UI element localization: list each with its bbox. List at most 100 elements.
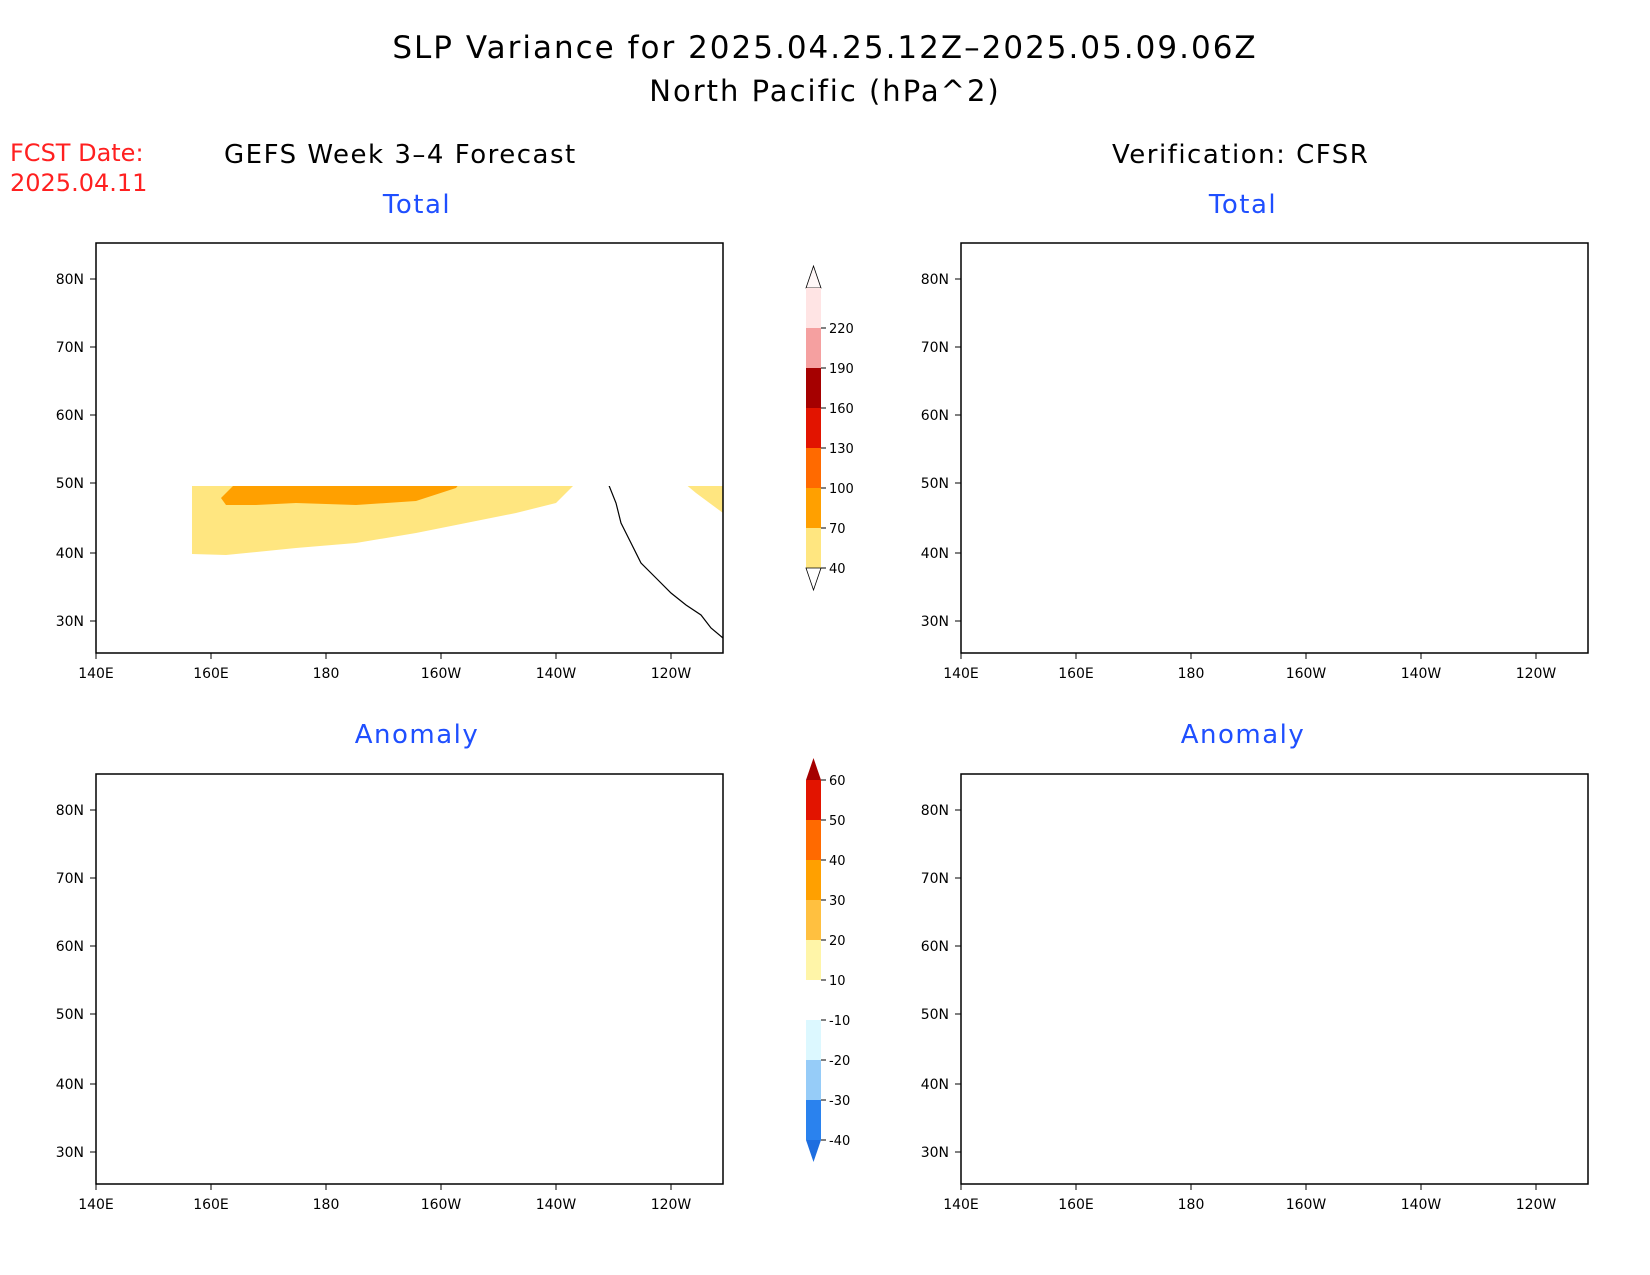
map-gefs-anomaly <box>95 773 724 1185</box>
lat-tick-label-tl-4: 70N <box>56 340 84 356</box>
colorbar-anomaly-swatch-1 <box>806 820 821 860</box>
colorbar-anomaly-swatch-7 <box>806 1060 821 1100</box>
lon-tick-label-bl-3: 160W <box>421 1197 462 1213</box>
fcst-date-block: FCST Date: 2025.04.11 <box>10 138 147 198</box>
lat-tick-label-bl-1: 40N <box>56 1077 84 1093</box>
colorbar-anomaly-label-3: -10 <box>829 1014 850 1029</box>
colorbar-anomaly-top-arrow <box>806 758 821 780</box>
axes-layer: 140E 160E 180 160W 140W 120W 30N 40N 50N 60N 70N 80… <box>56 272 1557 1213</box>
colorbar-total-label-4: 160 <box>829 402 854 417</box>
colorbar-anomaly-label-0: -40 <box>829 1134 850 1149</box>
main-subtitle: North Pacific (hPa^2) <box>649 74 1001 108</box>
lon-tick-label-bl-2: 180 <box>313 1197 340 1213</box>
lon-tick-label-br-5: 120W <box>1516 1197 1557 1213</box>
lon-tick-label-bl-4: 140W <box>536 1197 577 1213</box>
lat-tick-label-tr-4: 70N <box>921 340 949 356</box>
colorbar-anomaly-swatch-2 <box>806 860 821 900</box>
lon-tick-label-bl-5: 120W <box>651 1197 692 1213</box>
colorbar-anomaly-label-9: 60 <box>829 774 846 789</box>
map-gefs-total <box>95 242 724 654</box>
colorbar-total-swatch-6 <box>806 528 821 568</box>
lon-tick-label-tr-1: 160E <box>1058 666 1094 682</box>
colorbar-anomaly-swatch-5 <box>806 980 821 1020</box>
lat-tick-label-tr-3: 60N <box>921 408 949 424</box>
lon-tick-label-tl-4: 140W <box>536 666 577 682</box>
lon-tick-label-tl-0: 140E <box>78 666 114 682</box>
lat-tick-label-tr-5: 80N <box>921 272 949 288</box>
lon-tick-label-br-0: 140E <box>943 1197 979 1213</box>
lat-tick-label-tr-2: 50N <box>921 476 949 492</box>
lat-tick-label-tr-0: 30N <box>921 614 949 630</box>
colorbar-total-swatch-3 <box>806 408 821 448</box>
lat-tick-label-bl-5: 80N <box>56 803 84 819</box>
lat-tick-label-tl-1: 40N <box>56 546 84 562</box>
colorbar-anomaly-bottom-arrow <box>806 1140 821 1162</box>
lon-tick-label-br-2: 180 <box>1178 1197 1205 1213</box>
panel-title-bottom-left: Anomaly <box>354 720 480 750</box>
colorbar-total-label-0: 40 <box>829 562 846 577</box>
lon-tick-label-bl-0: 140E <box>78 1197 114 1213</box>
colorbar-anomaly-label-6: 30 <box>829 894 846 909</box>
colorbar-total-label-1: 70 <box>829 522 846 537</box>
colorbar-anomaly-swatch-4 <box>806 940 821 980</box>
left-column-title: GEFS Week 3–4 Forecast <box>224 140 577 170</box>
colorbar-anomaly-swatch-8 <box>806 1100 821 1140</box>
colorbar-total-swatch-0 <box>806 288 821 328</box>
lat-tick-label-br-2: 50N <box>921 1007 949 1023</box>
lon-tick-label-br-1: 160E <box>1058 1197 1094 1213</box>
lon-tick-label-tr-5: 120W <box>1516 666 1557 682</box>
colorbar-total-bottom-arrow <box>805 567 822 592</box>
lat-tick-label-bl-3: 60N <box>56 939 84 955</box>
colorbar-anomaly-label-5: 20 <box>829 934 846 949</box>
colorbar-anomaly-swatch-3 <box>806 900 821 940</box>
lon-tick-label-bl-1: 160E <box>193 1197 229 1213</box>
lat-tick-label-br-4: 70N <box>921 871 949 887</box>
colorbar-anomaly-swatch-0 <box>806 780 821 820</box>
colorbar-total: 40 70 100 130 160 190 220 <box>805 264 854 592</box>
lon-tick-label-br-3: 160W <box>1286 1197 1327 1213</box>
panel-title-bottom-right: Anomaly <box>1180 720 1306 750</box>
lon-tick-label-br-4: 140W <box>1401 1197 1442 1213</box>
lat-tick-label-br-3: 60N <box>921 939 949 955</box>
colorbar-total-swatch-5 <box>806 488 821 528</box>
lon-tick-label-tr-0: 140E <box>943 666 979 682</box>
lat-tick-label-br-1: 40N <box>921 1077 949 1093</box>
lat-tick-label-br-5: 80N <box>921 803 949 819</box>
colorbar-total-label-6: 220 <box>829 322 854 337</box>
lon-tick-label-tr-4: 140W <box>1401 666 1442 682</box>
lat-tick-label-bl-4: 70N <box>56 871 84 887</box>
main-title: SLP Variance for 2025.04.25.12Z–2025.05.… <box>392 30 1258 66</box>
lat-tick-label-bl-0: 30N <box>56 1145 84 1161</box>
map-cfsr-total <box>960 242 1589 654</box>
colorbar-anomaly-label-4: 10 <box>829 974 846 989</box>
panel-title-top-right: Total <box>1208 190 1278 220</box>
lon-tick-label-tr-3: 160W <box>1286 666 1327 682</box>
lat-tick-label-bl-2: 50N <box>56 1007 84 1023</box>
lat-tick-label-tl-2: 50N <box>56 476 84 492</box>
right-column-title: Verification: CFSR <box>1112 140 1370 170</box>
colorbar-anomaly-label-2: -20 <box>829 1054 850 1069</box>
panel-title-top-left: Total <box>382 190 452 220</box>
lat-tick-label-tl-5: 80N <box>56 272 84 288</box>
colorbar-total-swatch-1 <box>806 328 821 368</box>
lat-tick-label-tl-0: 30N <box>56 614 84 630</box>
fcst-date: 2025.04.11 <box>10 169 148 197</box>
colorbar-total-label-5: 190 <box>829 362 854 377</box>
colorbar-anomaly: -40 -30 -20 -10 10 20 30 40 50 60 <box>806 758 850 1162</box>
colorbar-anomaly-swatch-6 <box>806 1020 821 1060</box>
colorbar-anomaly-label-1: -30 <box>829 1094 850 1109</box>
lat-tick-label-br-0: 30N <box>921 1145 949 1161</box>
colorbar-anomaly-label-7: 40 <box>829 854 846 869</box>
lon-tick-label-tr-2: 180 <box>1178 666 1205 682</box>
colorbar-total-top-arrow <box>805 264 822 289</box>
lon-tick-label-tl-5: 120W <box>651 666 692 682</box>
colorbar-anomaly-label-8: 50 <box>829 814 846 829</box>
colorbar-total-swatch-2 <box>806 368 821 408</box>
lat-tick-label-tl-3: 60N <box>56 408 84 424</box>
colorbar-total-label-3: 130 <box>829 442 854 457</box>
lat-tick-label-tr-1: 40N <box>921 546 949 562</box>
map-cfsr-anomaly <box>960 773 1589 1185</box>
colorbar-total-label-2: 100 <box>829 482 854 497</box>
fcst-label: FCST Date: <box>10 139 144 167</box>
